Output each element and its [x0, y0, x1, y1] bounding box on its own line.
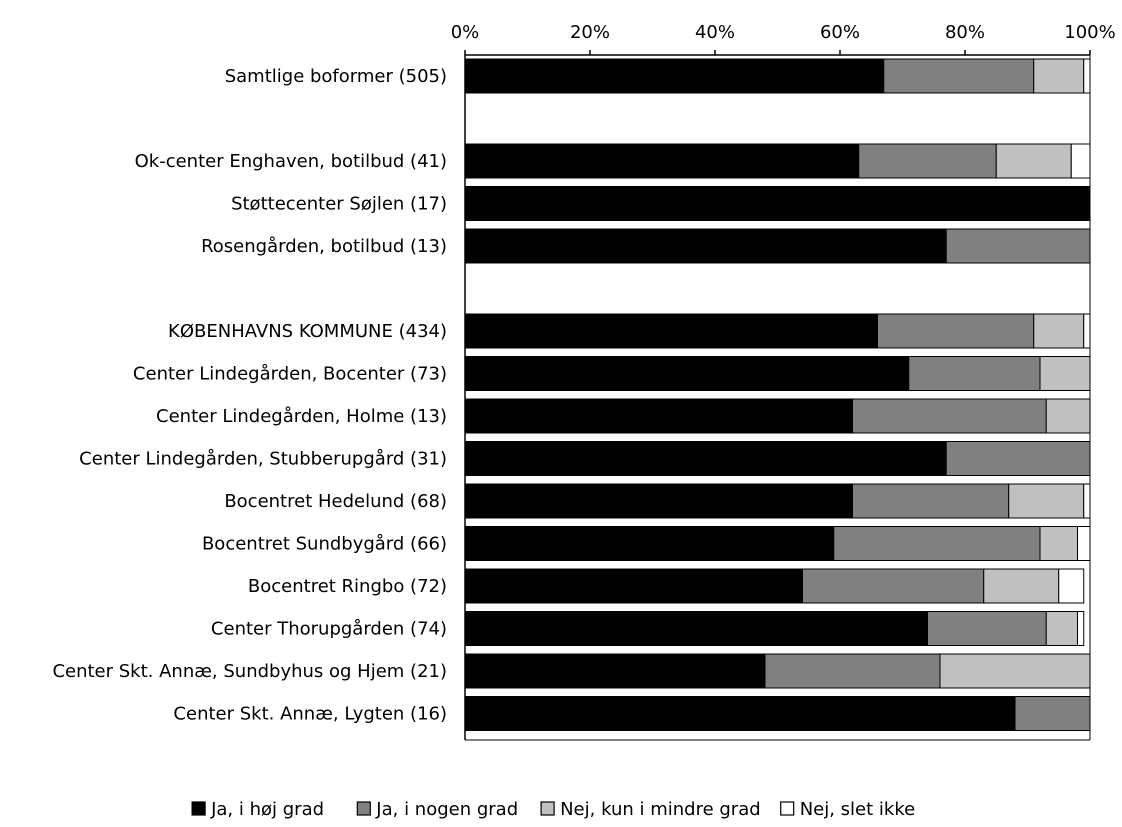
- bar-segment-series-2: [995, 143, 1072, 179]
- bar-segment-series-3: [1083, 313, 1091, 349]
- bar-segment-series-0: [464, 483, 853, 519]
- bar-segment-series-0: [464, 228, 947, 264]
- bar-segment-series-1: [877, 313, 1035, 349]
- bar-segment-series-0: [464, 58, 885, 94]
- legend-swatch: [191, 801, 206, 816]
- legend-label: Nej, kun i mindre grad: [560, 799, 761, 820]
- category-label: Støttecenter Søjlen (17): [231, 194, 447, 215]
- x-tick-label: 100%: [1064, 22, 1115, 43]
- axes: [464, 54, 1091, 741]
- bar-segment-series-1: [945, 228, 1091, 264]
- bar-segment-series-3: [1077, 611, 1085, 646]
- bar-segment-series-2: [1008, 483, 1085, 519]
- bar-segment-series-0: [464, 398, 853, 434]
- x-axis-ticks: 0% 20% 40% 60% 80% 100%: [451, 22, 1116, 55]
- bar-segment-series-0: [464, 356, 910, 391]
- legend-label: Nej, slet ikke: [800, 799, 916, 820]
- bar-segment-series-1: [1014, 696, 1091, 731]
- bar-row: Samtlige boformer (505): [225, 58, 1091, 94]
- bar-segment-series-0: [464, 653, 766, 689]
- bar-segment-series-2: [983, 568, 1060, 604]
- category-label: Bocentret Hedelund (68): [224, 491, 447, 512]
- bar-segment-series-3: [1083, 58, 1091, 94]
- legend-item: Nej, kun i mindre grad: [540, 799, 761, 820]
- bar-segment-series-1: [802, 568, 985, 604]
- x-tick-label: 40%: [695, 22, 735, 43]
- category-label: Ok-center Enghaven, botilbud (41): [135, 151, 447, 172]
- category-label: Bocentret Sundbygård (66): [202, 534, 447, 555]
- bar-segment-series-0: [464, 186, 1091, 221]
- x-tick-label: 80%: [945, 22, 985, 43]
- bar-segment-series-1: [852, 398, 1047, 434]
- bar-segment-series-2: [1045, 398, 1091, 434]
- category-label: Center Lindegården, Holme (13): [156, 406, 447, 427]
- legend-item: Ja, i nogen grad: [356, 799, 518, 820]
- bar-segment-series-2: [1045, 611, 1078, 646]
- bar-row: Center Skt. Annæ, Lygten (16): [173, 696, 1091, 731]
- bar-segment-series-0: [464, 143, 860, 179]
- legend-swatch: [540, 801, 555, 816]
- bar-segment-series-3: [1070, 143, 1091, 179]
- bar-row: Ok-center Enghaven, botilbud (41): [135, 143, 1091, 179]
- bar-row: Rosengården, botilbud (13): [201, 228, 1091, 264]
- bar-rows: Samtlige boformer (505) Ok-center Enghave…: [52, 58, 1091, 731]
- bar-segment-series-2: [939, 653, 1091, 689]
- legend: Ja, i høj grad Ja, i nogen grad Nej, kun i…: [191, 799, 916, 820]
- legend-swatch: [780, 801, 795, 816]
- bar-segment-series-1: [927, 611, 1047, 646]
- bar-row: Center Skt. Annæ, Sundbyhus og Hjem (21): [52, 653, 1091, 689]
- bar-segment-series-0: [464, 611, 928, 646]
- bar-segment-series-0: [464, 568, 803, 604]
- bar-row: Center Lindegården, Holme (13): [156, 398, 1091, 434]
- category-label: Rosengården, botilbud (13): [201, 236, 447, 257]
- bar-segment-series-1: [858, 143, 997, 179]
- category-label: Center Skt. Annæ, Sundbyhus og Hjem (21): [52, 661, 447, 682]
- bar-row: Bocentret Sundbygård (66): [202, 526, 1091, 561]
- bar-segment-series-3: [1077, 526, 1091, 561]
- category-label: Center Lindegården, Stubberupgård (31): [79, 449, 447, 470]
- bar-row: Bocentret Hedelund (68): [224, 483, 1091, 519]
- legend-label: Ja, i høj grad: [210, 799, 324, 820]
- bar-segment-series-0: [464, 441, 947, 476]
- bar-row: Center Thorupgården (74): [211, 611, 1085, 646]
- bar-segment-series-1: [883, 58, 1035, 94]
- category-label: Samtlige boformer (505): [225, 66, 447, 87]
- bar-segment-series-0: [464, 696, 1016, 731]
- bar-segment-series-2: [1033, 313, 1085, 349]
- bar-segment-series-2: [1039, 526, 1078, 561]
- bar-row: Center Lindegården, Bocenter (73): [133, 356, 1091, 391]
- bar-row: Center Lindegården, Stubberupgård (31): [79, 441, 1091, 476]
- x-tick-label: 60%: [820, 22, 860, 43]
- bar-row: Bocentret Ringbo (72): [248, 568, 1085, 604]
- bar-segment-series-3: [1083, 483, 1091, 519]
- bar-segment-series-0: [464, 526, 835, 561]
- legend-label: Ja, i nogen grad: [375, 799, 518, 820]
- bar-row: KØBENHAVNS KOMMUNE (434): [168, 313, 1091, 349]
- bar-segment-series-1: [833, 526, 1041, 561]
- bar-segment-series-1: [908, 356, 1041, 391]
- bar-segment-series-0: [464, 313, 878, 349]
- x-tick-label: 0%: [451, 22, 480, 43]
- x-tick-label: 20%: [570, 22, 610, 43]
- category-label: Center Skt. Annæ, Lygten (16): [173, 704, 447, 725]
- bar-row: Støttecenter Søjlen (17): [231, 186, 1091, 221]
- category-label: KØBENHAVNS KOMMUNE (434): [168, 321, 447, 342]
- category-label: Center Lindegården, Bocenter (73): [133, 364, 447, 385]
- bar-segment-series-1: [945, 441, 1091, 476]
- category-label: Bocentret Ringbo (72): [248, 576, 447, 597]
- legend-swatch: [356, 801, 371, 816]
- bar-segment-series-2: [1039, 356, 1091, 391]
- bar-segment-series-3: [1058, 568, 1085, 604]
- legend-item: Nej, slet ikke: [780, 799, 916, 820]
- bar-segment-series-1: [764, 653, 941, 689]
- bar-segment-series-1: [852, 483, 1010, 519]
- bar-segment-series-2: [1033, 58, 1085, 94]
- category-label: Center Thorupgården (74): [211, 619, 447, 640]
- legend-item: Ja, i høj grad: [191, 799, 324, 820]
